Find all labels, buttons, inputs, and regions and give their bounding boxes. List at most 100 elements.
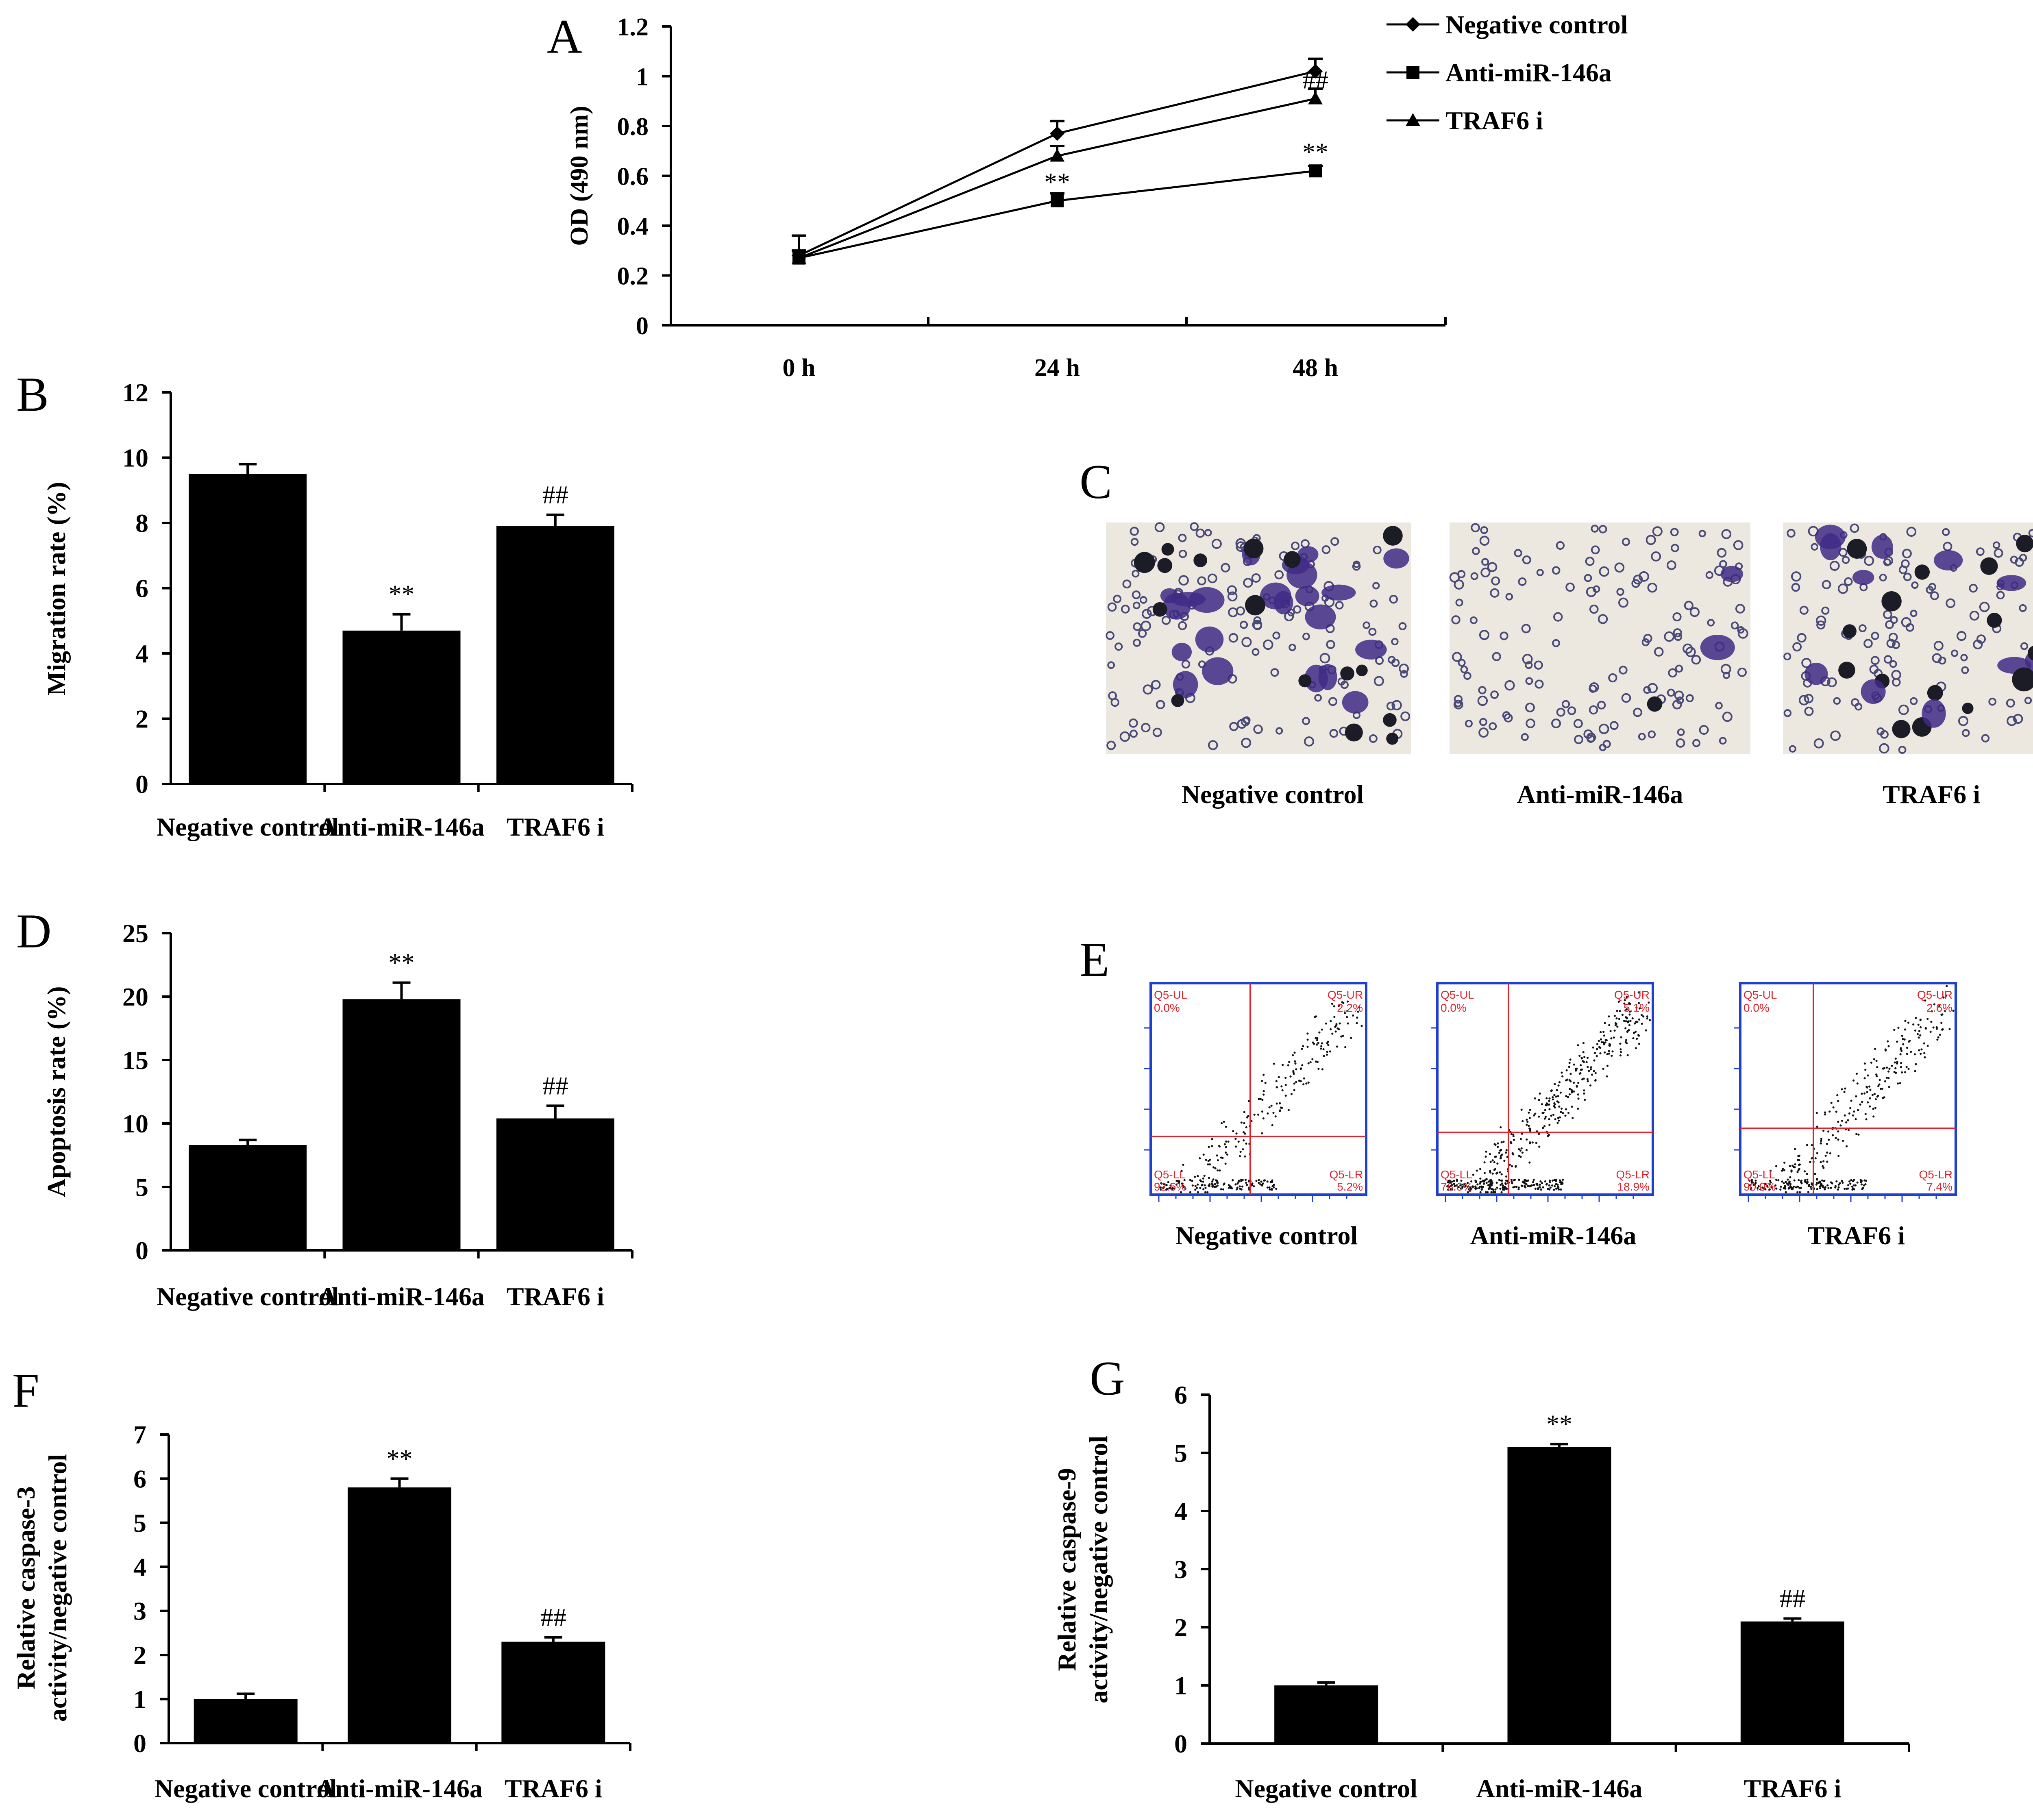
pore-ring [1142,609,1152,619]
event-dot [1624,1027,1627,1030]
pore-ring [1633,575,1643,585]
event-dot [1814,1157,1817,1160]
pore-ring [1107,602,1117,612]
y-axis-title-line: Relative caspase-9 [1052,1468,1081,1671]
event-dot [1460,1180,1463,1182]
pore-ring [1490,588,1500,598]
event-dot [1779,1188,1782,1191]
event-dot [1548,1108,1551,1110]
event-dot [1600,1038,1602,1041]
pore-ring [1122,579,1132,589]
event-dot [1571,1091,1573,1094]
event-dot [1333,1016,1336,1018]
event-dot [1270,1104,1273,1107]
event-dot [1781,1169,1783,1172]
event-dot [1578,1072,1581,1075]
event-dot [1527,1185,1529,1187]
event-dot [1314,1016,1316,1019]
event-dot [1475,1181,1477,1183]
event-dot [1939,1034,1941,1036]
pore-ring [1304,736,1314,747]
event-dot [1496,1163,1499,1165]
event-dot [1557,1186,1560,1189]
event-dot [1583,1056,1586,1058]
bar-anti-mir-146a [348,1487,451,1743]
event-dot [1342,1034,1344,1037]
event-dot [1257,1113,1260,1116]
pore-ring [1883,558,1891,566]
flow-caption-anti-mir-146a: Anti-miR-146a [1470,1221,1637,1250]
event-dot [1517,1178,1520,1181]
event-dot [1195,1187,1198,1189]
event-dot [1545,1097,1548,1099]
event-dot [1487,1180,1490,1183]
event-dot [1569,1058,1572,1061]
sig-mark-anti-mir-146a: ** [389,580,415,609]
stained-cell [1892,720,1911,738]
event-dot [1841,1180,1843,1182]
pore-ring [1151,680,1161,690]
pore-ring [1289,643,1296,651]
event-dot [1211,1180,1214,1183]
event-dot [1798,1163,1801,1166]
event-dot [1587,1080,1589,1082]
event-dot [1479,1182,1481,1185]
event-dot [1499,1171,1501,1173]
event-dot [1253,1113,1256,1116]
chart-f-caspase3-bar: 0 1 2 3 4 5 6 7 Negative control ** Anti-miR-146a #… [11,1420,631,1803]
event-dot [1553,1189,1555,1191]
event-dot [1942,996,1945,999]
event-dot [1900,1066,1902,1068]
micrograph-anti-mir-146a [1450,522,1750,754]
pore-ring [1705,571,1713,579]
pore-ring [1154,522,1165,533]
event-dot [1815,1183,1818,1186]
event-dot [1819,1187,1821,1189]
event-dot [1264,1179,1266,1182]
event-dot [1483,1172,1486,1174]
event-dot [1806,1173,1808,1175]
event-dot [1184,1188,1186,1190]
y-axis-title-b: Migration rate (%) [42,482,71,696]
event-dot [1565,1069,1568,1071]
event-dot [1606,1065,1609,1067]
pore-ring [1302,632,1310,640]
pore-ring [1478,727,1489,738]
event-dot [1851,1189,1854,1191]
event-dot [1871,1094,1874,1096]
event-dot [1539,1183,1541,1186]
event-dot [1901,1071,1903,1073]
chart-d-apoptosis-bar: 0 5 10 15 20 25 Negative control ** Anti-miR-146… [42,919,633,1311]
event-dot [1293,1073,1295,1075]
event-dot [1321,1042,1323,1045]
pore-ring [1871,631,1879,640]
event-dot [1467,1182,1469,1184]
stained-cell [1647,696,1663,712]
event-dot [1848,1180,1851,1183]
pore-ring [1844,577,1853,586]
event-dot [1334,1030,1337,1033]
pore-ring [1652,526,1663,537]
bar-anti-mir-146a [342,630,461,784]
x-tick-label-24-h: 24 h [1034,354,1080,382]
event-dot [1556,1121,1559,1124]
event-dot [1923,1042,1925,1045]
chart-g-caspase9-bar: 0 1 2 3 4 5 6 Negative control ** Anti-miR-146a ##… [1052,1380,1910,1803]
stained-cell [1383,526,1403,546]
event-dot [1539,1186,1541,1189]
quadrant-ur-value: 5.1% [1624,1001,1650,1014]
pore-ring [1933,641,1944,651]
event-dot [1202,1154,1205,1156]
y-axis-title-line: activity/negative control [43,1454,72,1722]
event-dot [1628,1029,1630,1032]
event-dot [1821,1179,1823,1182]
event-dot [1850,1099,1852,1102]
event-dot [1191,1184,1194,1187]
event-dot [1325,1022,1327,1025]
event-dot [1935,1026,1938,1029]
event-dot [1621,1014,1624,1016]
pore-ring [1647,582,1657,593]
event-dot [1768,1188,1771,1191]
pore-ring [1891,670,1901,680]
